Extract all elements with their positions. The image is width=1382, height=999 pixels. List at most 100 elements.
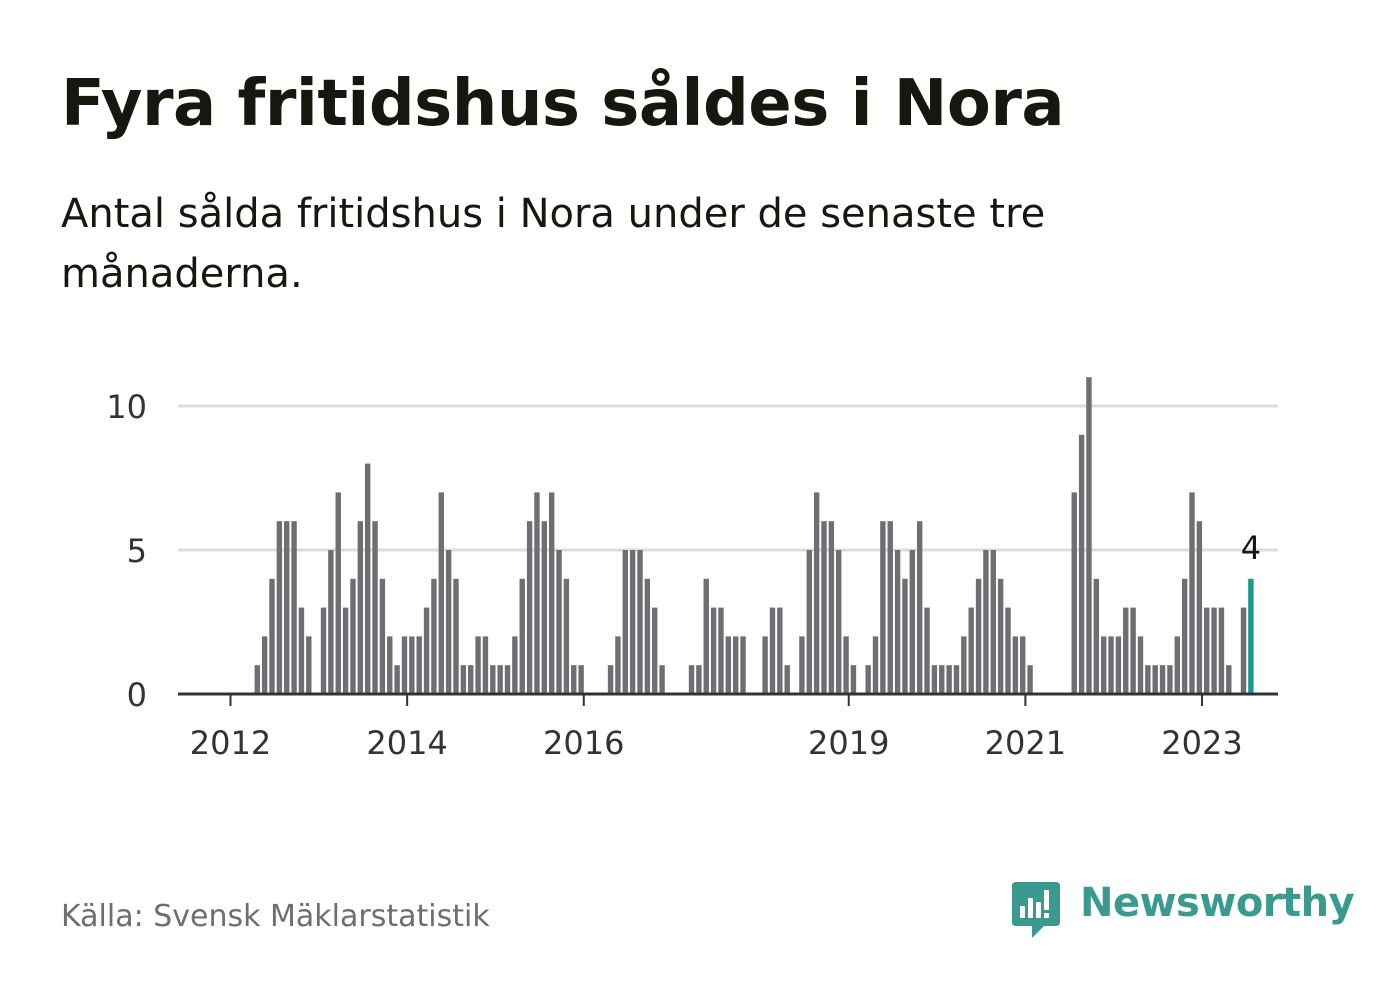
bar (703, 578, 709, 694)
bar (261, 636, 268, 694)
bar (453, 578, 459, 694)
bar (1108, 636, 1114, 694)
bar (762, 636, 768, 694)
bar (637, 550, 643, 694)
bar (387, 636, 393, 694)
chart-subtitle: Antal sålda fritidshus i Nora under de s… (61, 191, 1046, 297)
newsworthy-logo-icon (1012, 882, 1060, 938)
bar (865, 665, 871, 694)
bar (652, 607, 658, 694)
bar (1027, 665, 1033, 694)
bar (1123, 607, 1129, 694)
bar (490, 665, 496, 694)
chart-title: Fyra fritidshus såldes i Nora (61, 67, 1065, 141)
bar (1012, 636, 1019, 694)
bar (836, 550, 842, 694)
bar (740, 636, 746, 694)
bar (401, 636, 408, 694)
bar (924, 607, 930, 694)
bar (254, 665, 260, 694)
bar (1159, 665, 1166, 694)
bar (1005, 607, 1011, 694)
bar (710, 607, 717, 694)
bar (769, 607, 776, 694)
bar (990, 550, 996, 694)
bar (497, 665, 503, 694)
bar (423, 607, 430, 694)
bar (953, 665, 960, 694)
bar (975, 578, 982, 694)
bar (850, 665, 857, 694)
bar (335, 492, 341, 694)
bar (931, 665, 938, 694)
bar (276, 521, 283, 694)
bar-chart: 0 5 10 4 2012 2014 2016 2019 2021 2023 (106, 377, 1278, 762)
bar (983, 550, 989, 694)
bar (902, 578, 908, 694)
bar (821, 521, 827, 694)
bar (534, 492, 540, 694)
bar (519, 578, 525, 694)
bar (306, 636, 312, 694)
bar (556, 550, 562, 694)
bar (1137, 636, 1144, 694)
bar (357, 521, 364, 694)
bar (512, 636, 518, 694)
bar (1174, 636, 1180, 694)
bar (1115, 636, 1122, 694)
bar (563, 578, 570, 694)
bar (1086, 377, 1092, 694)
bar (350, 578, 356, 694)
bar (431, 578, 437, 694)
bar (578, 665, 584, 694)
bar (1130, 607, 1136, 694)
bar (784, 665, 790, 694)
bar (1240, 607, 1247, 694)
bar (328, 550, 334, 694)
bar (1071, 492, 1077, 694)
y-tick-label: 5 (127, 532, 147, 570)
bar (416, 636, 422, 694)
bar (946, 665, 952, 694)
bar (1218, 607, 1225, 694)
bar (571, 665, 577, 694)
bar (813, 492, 820, 694)
bar (541, 521, 548, 694)
bar (284, 521, 290, 694)
bar (269, 578, 275, 694)
bar (342, 607, 349, 694)
bar (939, 665, 945, 694)
bar (548, 492, 555, 694)
bar (1020, 636, 1026, 694)
bar (445, 550, 452, 694)
highlight-bar (1248, 578, 1254, 694)
bar (1167, 665, 1173, 694)
bar (394, 665, 400, 694)
bar (909, 550, 916, 694)
bar (644, 578, 651, 694)
bar (718, 607, 724, 694)
bar (1145, 665, 1151, 694)
bar (526, 521, 533, 694)
bar (732, 636, 739, 694)
x-tick-label: 2014 (366, 724, 447, 762)
bar (1152, 665, 1158, 694)
brand-name: Newsworthy (1080, 880, 1355, 926)
bar (1226, 665, 1232, 694)
bar (872, 636, 879, 694)
bar (1100, 636, 1107, 694)
bar (961, 636, 967, 694)
bar (916, 521, 923, 694)
bar (629, 550, 636, 694)
bar (725, 636, 732, 694)
bar (320, 607, 327, 694)
bar (615, 636, 621, 694)
highlight-value-label: 4 (1241, 529, 1261, 567)
bar (968, 607, 974, 694)
bar (696, 665, 702, 694)
newsworthy-logo[interactable]: Newsworthy (1010, 878, 1355, 942)
bar (1181, 578, 1188, 694)
bar (1189, 492, 1195, 694)
bar (364, 463, 371, 694)
bar (482, 636, 489, 694)
